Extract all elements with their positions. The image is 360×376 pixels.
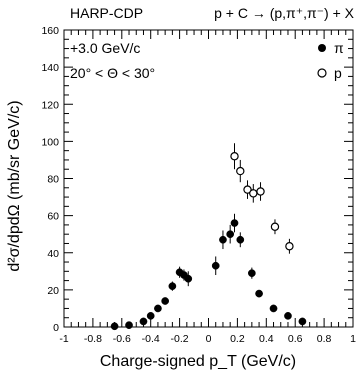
pi-data-point	[211, 261, 220, 270]
pi-data-point	[284, 312, 292, 320]
p-data-point	[256, 187, 265, 196]
x-tick-label: 0.8	[317, 333, 332, 345]
pi-data-point	[248, 269, 256, 278]
legend-marker-p	[317, 68, 327, 78]
legend-label-pi: π	[334, 40, 344, 56]
p-data-point	[249, 189, 258, 198]
annotation-momentum: +3.0 GeV/c	[70, 40, 140, 56]
x-tick-label: -0.4	[142, 333, 160, 345]
x-tick-label: 0.6	[288, 333, 303, 345]
pi-data-point	[184, 274, 193, 283]
header-title-left: HARP-CDP	[70, 5, 143, 21]
pi-data-point	[236, 235, 245, 244]
pi-data-point	[168, 282, 177, 291]
x-tick-label: 0.4	[259, 333, 274, 345]
pi-data-point	[125, 321, 133, 329]
x-tick-label: -0.8	[84, 333, 102, 345]
pi-data-point	[255, 289, 263, 298]
p-data-point	[243, 185, 252, 194]
x-tick-label: 0.2	[230, 333, 245, 345]
pi-data-point	[219, 235, 227, 244]
p-data-point	[230, 152, 239, 161]
pi-data-point	[161, 297, 169, 305]
p-data-point	[270, 222, 280, 231]
y-tick-label: 0	[53, 322, 59, 334]
axis-ticks	[63, 29, 354, 328]
pi-data-point	[230, 219, 239, 227]
pi-data-point	[146, 312, 155, 320]
x-tick-label: 0	[206, 333, 212, 345]
y-tick-label: 160	[41, 25, 59, 37]
pi-data-point	[226, 230, 235, 239]
data-marks	[110, 143, 307, 331]
y-tick-label: 60	[47, 211, 59, 223]
pi-data-point	[139, 317, 148, 326]
y-tick-label: 120	[41, 99, 59, 111]
y-tick-label: 140	[41, 62, 59, 74]
x-axis-label: Charge-signed p_T (GeV/c)	[100, 353, 296, 370]
y-tick-label: 40	[47, 248, 59, 260]
y-tick-label: 80	[47, 174, 59, 186]
p-data-point	[236, 166, 245, 176]
pi-data-point	[269, 304, 278, 313]
x-tick-label: -1	[59, 333, 68, 345]
legend-marker-pi	[318, 44, 326, 52]
legend-label-p: p	[334, 65, 342, 81]
pi-data-point	[154, 304, 162, 313]
y-axis-label: d²σ/dpdΩ (mb/sr GeV/c)	[6, 100, 23, 271]
legend: π p	[317, 40, 344, 81]
x-tick-label: -0.6	[113, 333, 131, 345]
pi-data-point	[298, 317, 307, 326]
header-title-right: p + C → (p,π⁺,π⁻) + X	[214, 5, 355, 21]
y-tick-label: 20	[47, 285, 59, 297]
annotation-angle: 20° < Θ < 30°	[70, 65, 155, 81]
pi-data-point	[110, 322, 119, 331]
x-tick-label: 1	[350, 333, 356, 345]
y-tick-labels: 0 20 40 60 80 100 120 140 160	[41, 25, 59, 334]
y-tick-label: 100	[41, 136, 59, 148]
x-tick-labels: -1 -0.8 -0.6 -0.4 -0.2 0 0.2 0.4 0.6 0.8 1	[59, 333, 356, 345]
x-tick-label: -0.2	[171, 333, 189, 345]
p-data-point	[285, 242, 294, 251]
